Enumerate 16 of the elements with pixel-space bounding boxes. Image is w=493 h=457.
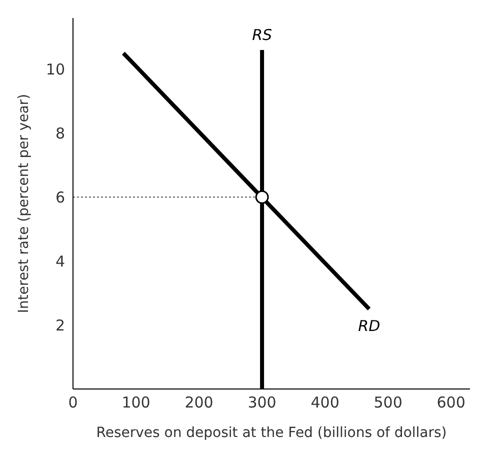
series-label: RD <box>358 317 380 336</box>
series-label: RS <box>252 26 272 44</box>
x-tick-label: 300 <box>248 394 276 412</box>
y-tick-label: 4 <box>55 252 65 270</box>
x-tick-label: 200 <box>184 394 214 412</box>
y-tick-label: 8 <box>55 124 65 142</box>
x-tick-label: 500 <box>374 394 402 412</box>
x-tick-label: 100 <box>122 394 150 412</box>
x-tick-label: 600 <box>436 394 466 412</box>
x-tick-label: 0 <box>68 394 78 412</box>
y-tick-label: 2 <box>55 316 65 334</box>
y-tick-label: 6 <box>55 188 65 206</box>
x-axis-title: Reserves on deposit at the Fed (billions of dollars) <box>96 425 447 441</box>
y-axis-title: Interest rate (percent per year) <box>16 94 32 314</box>
y-tick-label: 10 <box>46 60 65 78</box>
x-tick-label: 400 <box>310 394 340 412</box>
